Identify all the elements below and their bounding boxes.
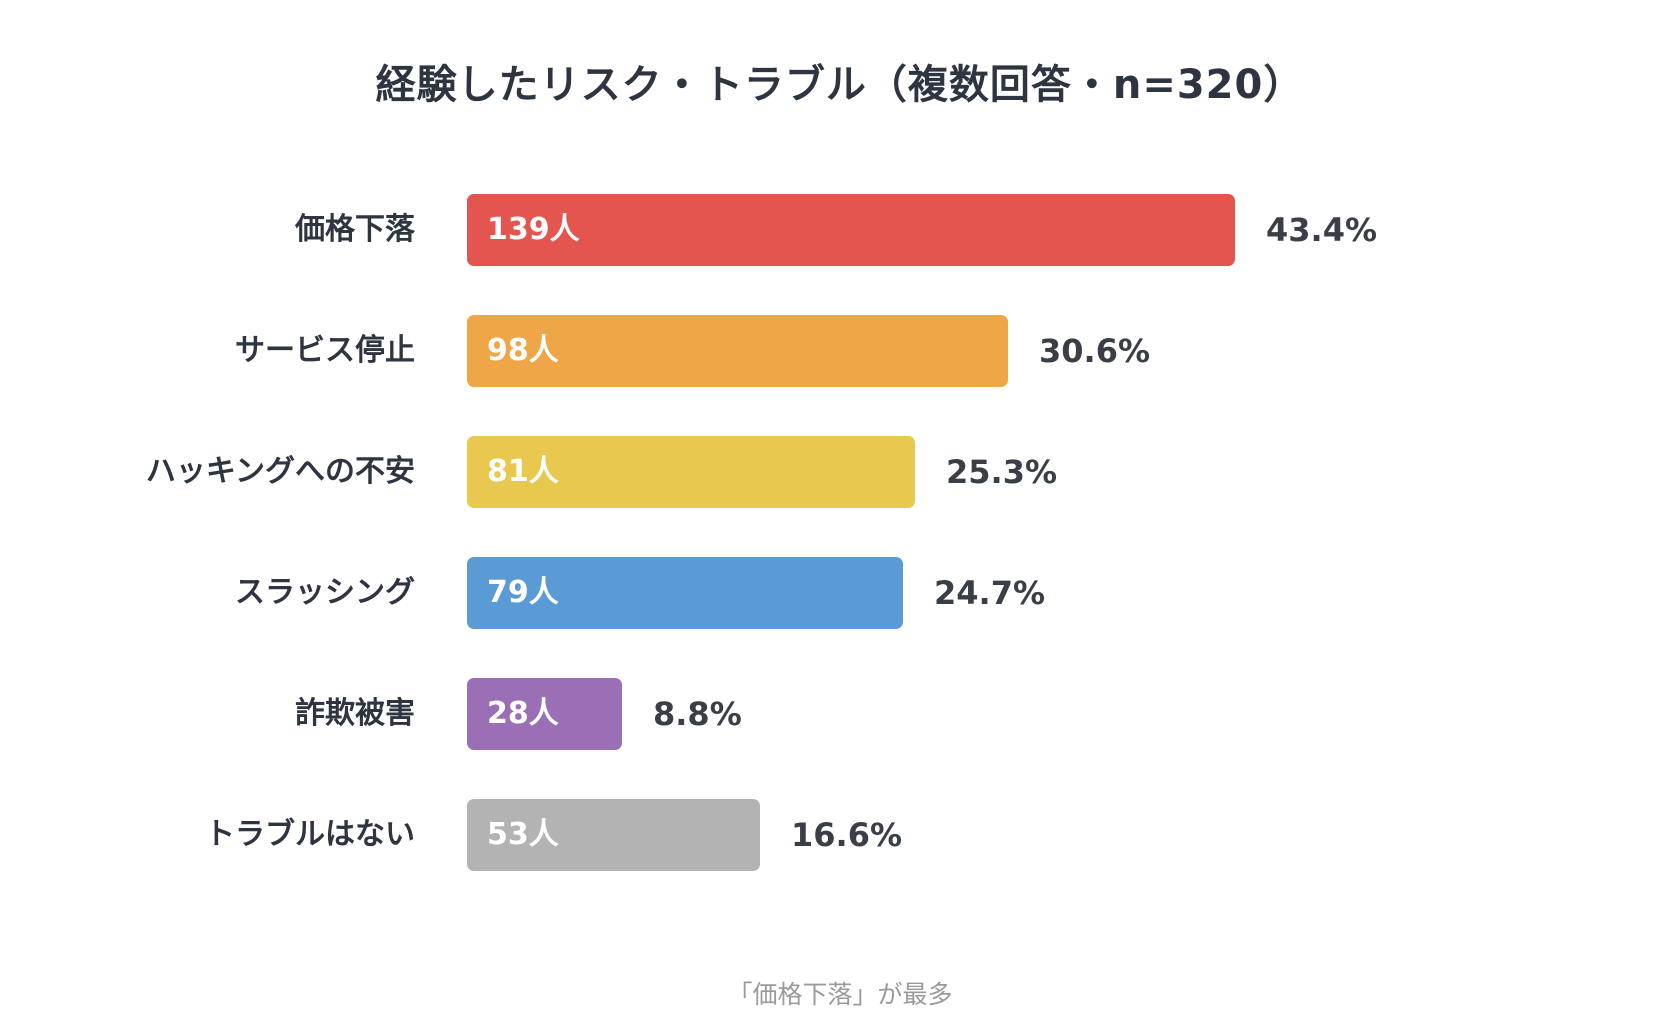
bar-row: 詐欺被害 28人 8.8% [0,678,1680,750]
bar: 28人 [467,678,622,750]
bar-row: スラッシング 79人 24.7% [0,557,1680,629]
chart-annotation: 「価格下落」が最多 [727,980,953,1009]
bar-value-label: 28人 [487,696,559,731]
percent-label: 8.8% [653,695,742,733]
bar: 79人 [467,557,903,629]
percent-label: 43.4% [1266,211,1378,249]
bar: 53人 [467,799,760,871]
bar-row: 価格下落 139人 43.4% [0,194,1680,266]
category-label: トラブルはない [205,817,415,852]
bar-row: ハッキングへの不安 81人 25.3% [0,436,1680,508]
bar-value-label: 81人 [487,454,559,489]
category-label: ハッキングへの不安 [145,454,415,489]
chart-title: 経験したリスク・トラブル（複数回答・n=320） [375,62,1305,108]
bar: 81人 [467,436,915,508]
category-label: 詐欺被害 [295,696,415,731]
bar: 98人 [467,315,1008,387]
bar-row: サービス停止 98人 30.6% [0,315,1680,387]
category-label: スラッシング [235,575,415,610]
category-label: 価格下落 [295,212,415,247]
percent-label: 25.3% [946,453,1058,491]
percent-label: 24.7% [934,574,1046,612]
category-label: サービス停止 [235,333,415,368]
percent-label: 16.6% [791,816,903,854]
bar-value-label: 79人 [487,575,559,610]
bar-value-label: 98人 [487,333,559,368]
bar-value-label: 139人 [487,212,580,247]
bar-row: トラブルはない 53人 16.6% [0,799,1680,871]
bar-value-label: 53人 [487,817,559,852]
bar: 139人 [467,194,1235,266]
percent-label: 30.6% [1039,332,1151,370]
